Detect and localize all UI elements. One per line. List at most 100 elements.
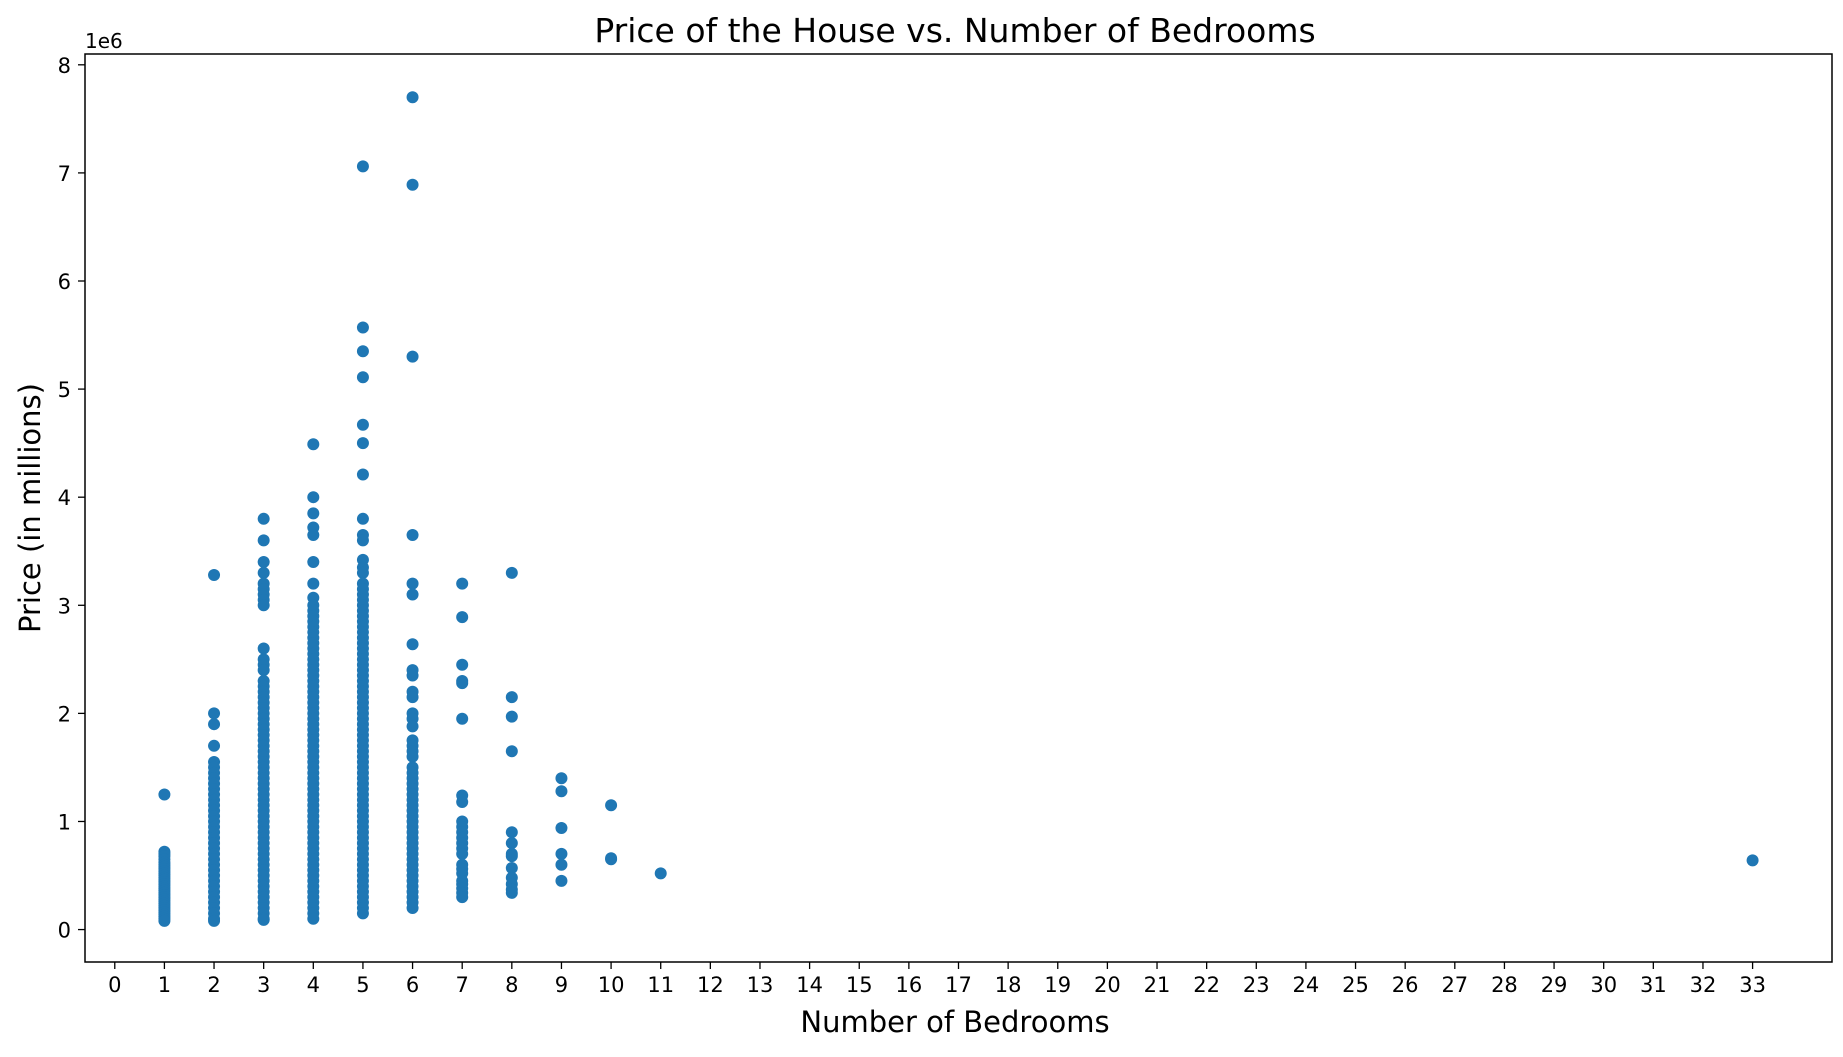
x-tick-label: 10: [598, 973, 625, 997]
x-tick-label: 33: [1739, 973, 1766, 997]
data-point: [307, 912, 320, 925]
data-point: [555, 821, 568, 834]
x-tick-label: 16: [896, 973, 923, 997]
x-tick-label: 9: [555, 973, 568, 997]
data-point: [356, 321, 369, 334]
data-point: [356, 534, 369, 547]
x-tick-label: 20: [1094, 973, 1121, 997]
data-point: [257, 913, 270, 926]
data-point: [356, 468, 369, 481]
data-point: [307, 577, 320, 590]
data-point: [406, 750, 419, 763]
data-point: [356, 907, 369, 920]
data-point: [406, 91, 419, 104]
x-tick-label: 13: [747, 973, 774, 997]
data-point: [406, 901, 419, 914]
data-point: [555, 772, 568, 785]
y-axis-label: Price (in millions): [13, 383, 47, 633]
x-tick-label: 5: [356, 973, 369, 997]
data-point: [208, 569, 221, 582]
x-tick-label: 17: [945, 973, 972, 997]
y-offset-label: 1e6: [85, 29, 123, 53]
x-tick-label: 28: [1491, 973, 1518, 997]
y-tick-label: 5: [58, 378, 71, 402]
x-tick-label: 29: [1541, 973, 1568, 997]
data-point: [307, 438, 320, 451]
y-tick-label: 8: [58, 54, 71, 78]
data-point: [406, 178, 419, 191]
data-point: [406, 720, 419, 733]
chart-title: Price of the House vs. Number of Bedroom…: [594, 11, 1315, 50]
x-tick-label: 31: [1640, 973, 1667, 997]
y-tick-label: 4: [58, 486, 71, 510]
data-point: [456, 577, 469, 590]
data-point: [208, 718, 221, 731]
data-point: [356, 512, 369, 525]
data-point: [406, 588, 419, 601]
plot-frame: [84, 53, 1833, 963]
data-point: [505, 566, 518, 579]
data-point: [257, 512, 270, 525]
y-tick-label: 3: [58, 594, 71, 618]
axes-layer: 0 1 2 3 4 5 6 7 8 9 10 11 12 13 14 15 16 17 18 19 20 21 22 23 24…: [58, 53, 1833, 997]
data-point: [505, 886, 518, 899]
x-tick-label: 25: [1342, 973, 1369, 997]
data-point: [1746, 854, 1759, 867]
x-tick-label: 15: [846, 973, 873, 997]
x-tick-label: 19: [1044, 973, 1071, 997]
data-point: [307, 507, 320, 520]
data-point: [356, 371, 369, 384]
data-point: [208, 707, 221, 720]
x-axis-label: Number of Bedrooms: [800, 1005, 1109, 1039]
x-tick-label: 6: [406, 973, 419, 997]
data-point: [356, 437, 369, 450]
y-tick-label: 1: [58, 810, 71, 834]
y-tick-label: 0: [58, 919, 71, 943]
x-tick-label: 18: [995, 973, 1022, 997]
data-point: [555, 874, 568, 887]
y-tick-label: 6: [58, 270, 71, 294]
x-tick-label: 30: [1590, 973, 1617, 997]
data-point: [505, 861, 518, 874]
data-point: [456, 891, 469, 904]
data-point: [456, 712, 469, 725]
data-point: [307, 556, 320, 569]
data-point: [505, 710, 518, 723]
x-tick-label: 11: [647, 973, 674, 997]
data-point: [356, 160, 369, 173]
data-point: [555, 785, 568, 798]
data-point: [406, 529, 419, 542]
data-point: [555, 847, 568, 860]
points-layer: [158, 91, 1759, 927]
data-point: [257, 566, 270, 579]
data-point: [158, 914, 171, 927]
x-tick-label: 7: [456, 973, 469, 997]
data-point: [406, 350, 419, 363]
data-point: [505, 826, 518, 839]
x-tick-label: 14: [796, 973, 823, 997]
data-point: [505, 837, 518, 850]
y-tick-label: 7: [58, 162, 71, 186]
x-tick-label: 22: [1193, 973, 1220, 997]
data-point: [505, 691, 518, 704]
x-tick-label: 23: [1243, 973, 1270, 997]
data-point: [406, 691, 419, 704]
data-point: [406, 638, 419, 651]
data-point: [307, 491, 320, 504]
data-point: [208, 914, 221, 927]
data-point: [654, 867, 667, 880]
x-tick-label: 0: [108, 973, 121, 997]
data-point: [406, 577, 419, 590]
data-point: [356, 566, 369, 579]
data-point: [456, 847, 469, 860]
data-point: [158, 788, 171, 801]
data-point: [456, 611, 469, 624]
x-tick-label: 12: [697, 973, 724, 997]
x-tick-label: 1: [158, 973, 171, 997]
x-tick-label: 2: [207, 973, 220, 997]
y-tick-label: 2: [58, 702, 71, 726]
data-point: [257, 556, 270, 569]
x-tick-label: 26: [1392, 973, 1419, 997]
